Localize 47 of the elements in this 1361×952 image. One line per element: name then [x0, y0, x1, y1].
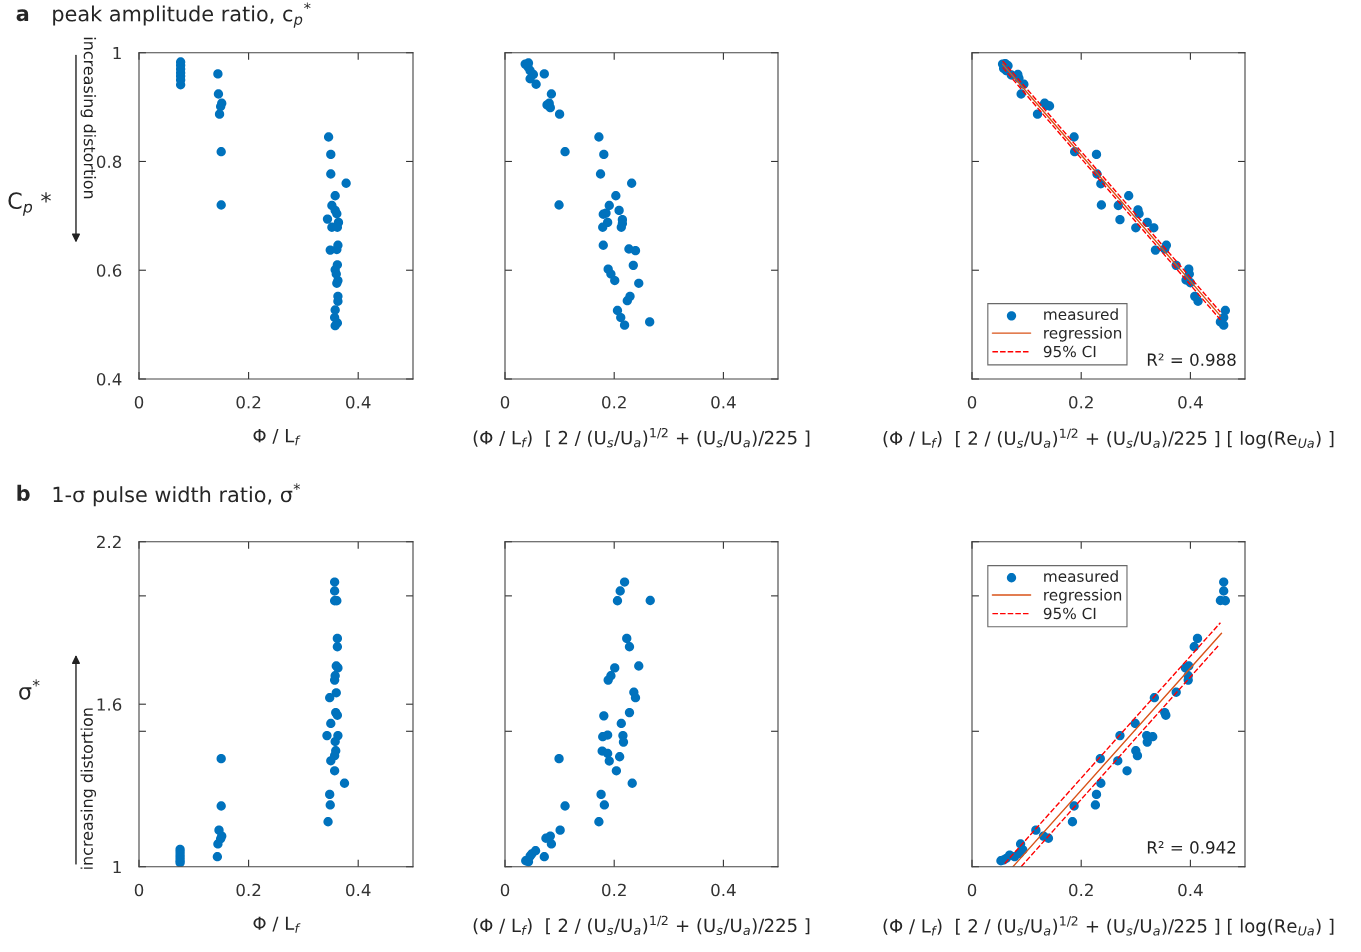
- y-tick-label: 0.4: [96, 372, 122, 386]
- text: a: [16, 9, 29, 22]
- x-tick-label: 0.4: [1178, 883, 1203, 897]
- y-axis-title: σ$^{*}$: [19, 679, 40, 700]
- text: increasing distortion: [80, 37, 97, 199]
- x-tick-label: 0.2: [236, 395, 261, 409]
- x-tick-label: 0.2: [1069, 395, 1093, 409]
- y-tick-label: 2.2: [97, 535, 121, 549]
- x-tick-label: 0.4: [711, 395, 736, 409]
- y-tick-label: 1.6: [97, 698, 122, 711]
- annotation: R² = 0.942: [1147, 841, 1236, 854]
- text: (Φ / L$_{f}$) [ 2 / (U$_{s}$/U$_{a}$)$^{1/2}$ + (U$_{s}$/U$_{a}$)/225 ] [ log(Re$_{Ua}$) ]: [883, 916, 1334, 937]
- text: (Φ / L$_{f}$) [ 2 / (U$_{s}$/U$_{a}$)$^{1/2}$ + (U$_{s}$/U$_{a}$)/225 ] [ log(Re$_{Ua}$) ]: [883, 428, 1334, 449]
- legend-label: 95% CI: [1043, 345, 1096, 358]
- x-axis-title: Φ / L$_{f}$: [253, 429, 301, 446]
- annotation: R² = 0.988: [1147, 353, 1236, 366]
- legend-label: 95% CI: [1043, 607, 1096, 620]
- legend-label: regression: [1044, 588, 1122, 604]
- x-tick-label: 0.4: [1178, 395, 1203, 409]
- legend-label: measured: [1044, 570, 1118, 582]
- y-tick-label: 0.8: [96, 155, 122, 169]
- x-tick-label: 0.2: [602, 395, 626, 409]
- x-tick-label: 0.4: [711, 883, 736, 897]
- x-tick-label: 0.2: [602, 883, 626, 897]
- x-axis-title: Φ / L$_{f}$: [253, 916, 301, 933]
- text: increasing distortion: [80, 708, 97, 869]
- x-tick-label: 0: [967, 883, 977, 897]
- text: b: [17, 484, 30, 501]
- legend-label: measured: [1044, 308, 1118, 321]
- x-tick-label: 0: [500, 395, 510, 409]
- text: (Φ / L$_{f}$) [ 2 / (U$_{s}$/U$_{a}$)$^{1/2}$ + (U$_{s}$/U$_{a}$)/225 ]: [473, 915, 810, 936]
- x-tick-label: 0: [134, 395, 144, 409]
- x-tick-label: 0.2: [1069, 883, 1093, 897]
- legend-label: regression: [1044, 326, 1122, 342]
- x-tick-label: 0.2: [236, 883, 261, 897]
- x-tick-label: 0: [500, 883, 510, 897]
- x-tick-label: 0.4: [346, 883, 371, 897]
- text: (Φ / L$_{f}$) [ 2 / (U$_{s}$/U$_{a}$)$^{1/2}$ + (U$_{s}$/U$_{a}$)/225 ]: [473, 427, 810, 448]
- chart-title: peak amplitude ratio, c$_{p}$$^{*}$: [53, 2, 311, 28]
- x-tick-label: 0: [967, 395, 977, 409]
- y-tick-label: 0.6: [96, 264, 122, 277]
- x-tick-label: 0.4: [346, 395, 371, 409]
- chart-title: 1-σ pulse width ratio, σ$^{*}$: [53, 483, 301, 507]
- y-tick-label: 1: [113, 46, 121, 60]
- y-axis-title: C$_{p}$ *: [8, 192, 51, 216]
- y-tick-label: 1: [113, 860, 121, 874]
- x-tick-label: 0: [134, 883, 144, 897]
